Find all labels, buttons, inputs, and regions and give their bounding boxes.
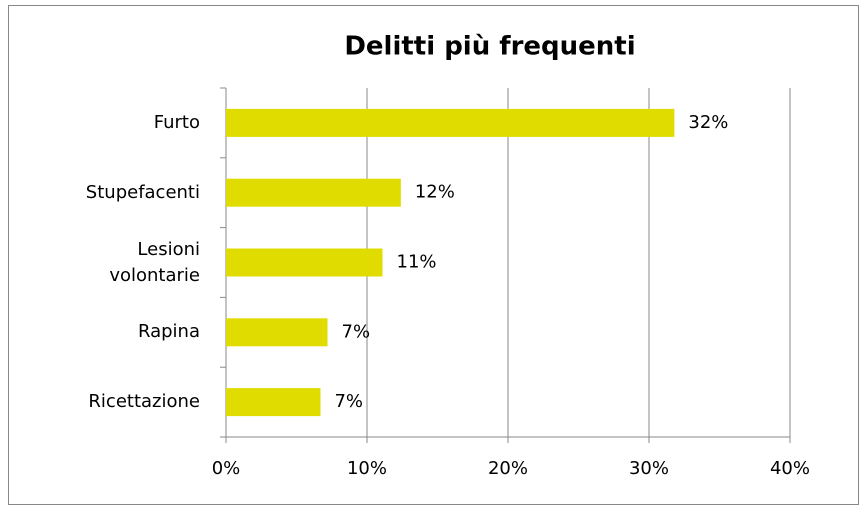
data-label: 7% — [342, 321, 371, 342]
x-tick-label: 20% — [488, 458, 528, 479]
data-label: 7% — [334, 391, 363, 412]
x-tick-label: 0% — [212, 458, 241, 479]
bar — [226, 318, 328, 347]
bar — [226, 178, 401, 207]
data-label: 11% — [397, 252, 437, 273]
y-tick-label: Lesioni volontarie — [109, 238, 200, 286]
chart-title: Delitti più frequenti — [344, 32, 635, 62]
x-tick-label: 10% — [347, 458, 387, 479]
y-tick-label: Rapina — [137, 321, 200, 343]
y-tick-label: Stupefacenti — [85, 181, 200, 203]
x-tick-label: 40% — [770, 458, 810, 479]
chart-border — [8, 5, 859, 505]
y-tick-label: Furto — [153, 111, 200, 133]
bar — [226, 108, 675, 137]
y-tick-label: Ricettazione — [88, 391, 200, 413]
bar — [226, 388, 321, 417]
data-label: 12% — [415, 182, 455, 203]
x-tick-label: 30% — [629, 458, 669, 479]
data-label: 32% — [688, 112, 728, 133]
bar — [226, 248, 383, 277]
